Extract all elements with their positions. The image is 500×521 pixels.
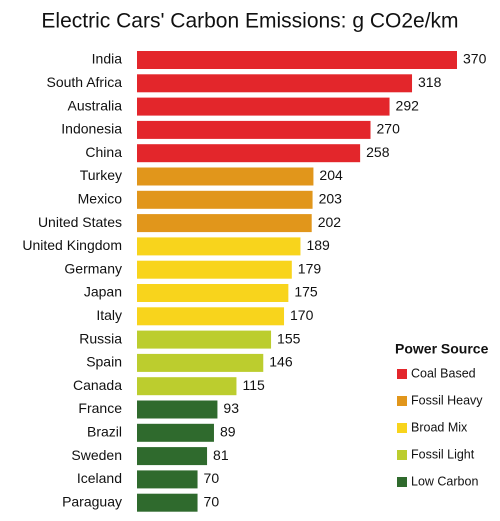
bar [137, 423, 214, 442]
bar [137, 307, 285, 326]
category-label: Brazil [87, 424, 122, 440]
bar [137, 51, 457, 69]
value-label: 70 [204, 470, 220, 486]
category-label: China [85, 144, 122, 160]
category-label: Japan [84, 284, 122, 300]
value-label: 202 [318, 214, 342, 230]
bar [137, 447, 208, 466]
value-label: 179 [298, 260, 322, 276]
bar [137, 237, 301, 256]
category-label: United States [38, 214, 122, 230]
category-label: Mexico [78, 191, 123, 207]
category-label: France [78, 400, 122, 416]
legend-item: Broad Mix [411, 420, 468, 434]
value-label: 175 [294, 284, 318, 300]
category-label: India [92, 51, 123, 67]
value-label: 155 [277, 330, 301, 346]
category-label: Paraguay [62, 493, 122, 509]
category-label: Germany [64, 260, 122, 276]
value-label: 115 [242, 377, 265, 393]
bar [137, 400, 218, 419]
value-label: 370 [463, 51, 487, 67]
value-label: 81 [213, 447, 229, 463]
bar [137, 284, 289, 302]
category-label: Iceland [77, 470, 122, 486]
value-label: 93 [223, 400, 239, 416]
legend-swatch [397, 396, 407, 406]
value-label: 189 [306, 237, 330, 253]
bar [137, 353, 264, 372]
value-label: 170 [290, 307, 314, 323]
value-label: 292 [396, 97, 420, 113]
legend-swatch [397, 423, 407, 433]
legend-title: Power Source [395, 341, 489, 357]
value-label: 270 [377, 121, 401, 137]
bar [137, 214, 312, 233]
legend-swatch [397, 477, 407, 487]
category-label: Canada [73, 377, 122, 393]
category-label: Turkey [80, 167, 122, 183]
value-label: 89 [220, 424, 236, 440]
legend-item: Fossil Light [411, 447, 475, 461]
category-label: Indonesia [61, 121, 122, 137]
legend-swatch [397, 369, 407, 379]
value-label: 318 [418, 74, 442, 90]
category-label: United Kingdom [22, 237, 122, 253]
legend-item: Low Carbon [411, 474, 478, 488]
bar [137, 330, 272, 349]
bar [137, 74, 413, 93]
bar [137, 260, 292, 279]
category-label: South Africa [47, 74, 123, 90]
legend-item: Coal Based [411, 366, 476, 380]
category-label: Italy [96, 307, 122, 323]
bar [137, 97, 390, 116]
value-label: 258 [366, 144, 390, 160]
value-label: 146 [269, 354, 293, 370]
bar [137, 190, 313, 209]
bar [137, 167, 314, 186]
category-label: Spain [86, 354, 122, 370]
bar [137, 493, 198, 512]
category-label: Russia [79, 330, 122, 346]
bar [137, 377, 237, 396]
category-label: Sweden [71, 447, 122, 463]
value-label: 203 [319, 191, 343, 207]
chart-title: Electric Cars' Carbon Emissions: g CO2e/… [41, 10, 458, 33]
value-label: 70 [204, 493, 220, 509]
value-label: 204 [319, 167, 343, 183]
category-label: Australia [68, 97, 123, 113]
legend-item: Fossil Heavy [411, 393, 483, 407]
bar [137, 120, 371, 139]
legend-swatch [397, 450, 407, 460]
bar [137, 144, 361, 163]
bar [137, 470, 198, 489]
